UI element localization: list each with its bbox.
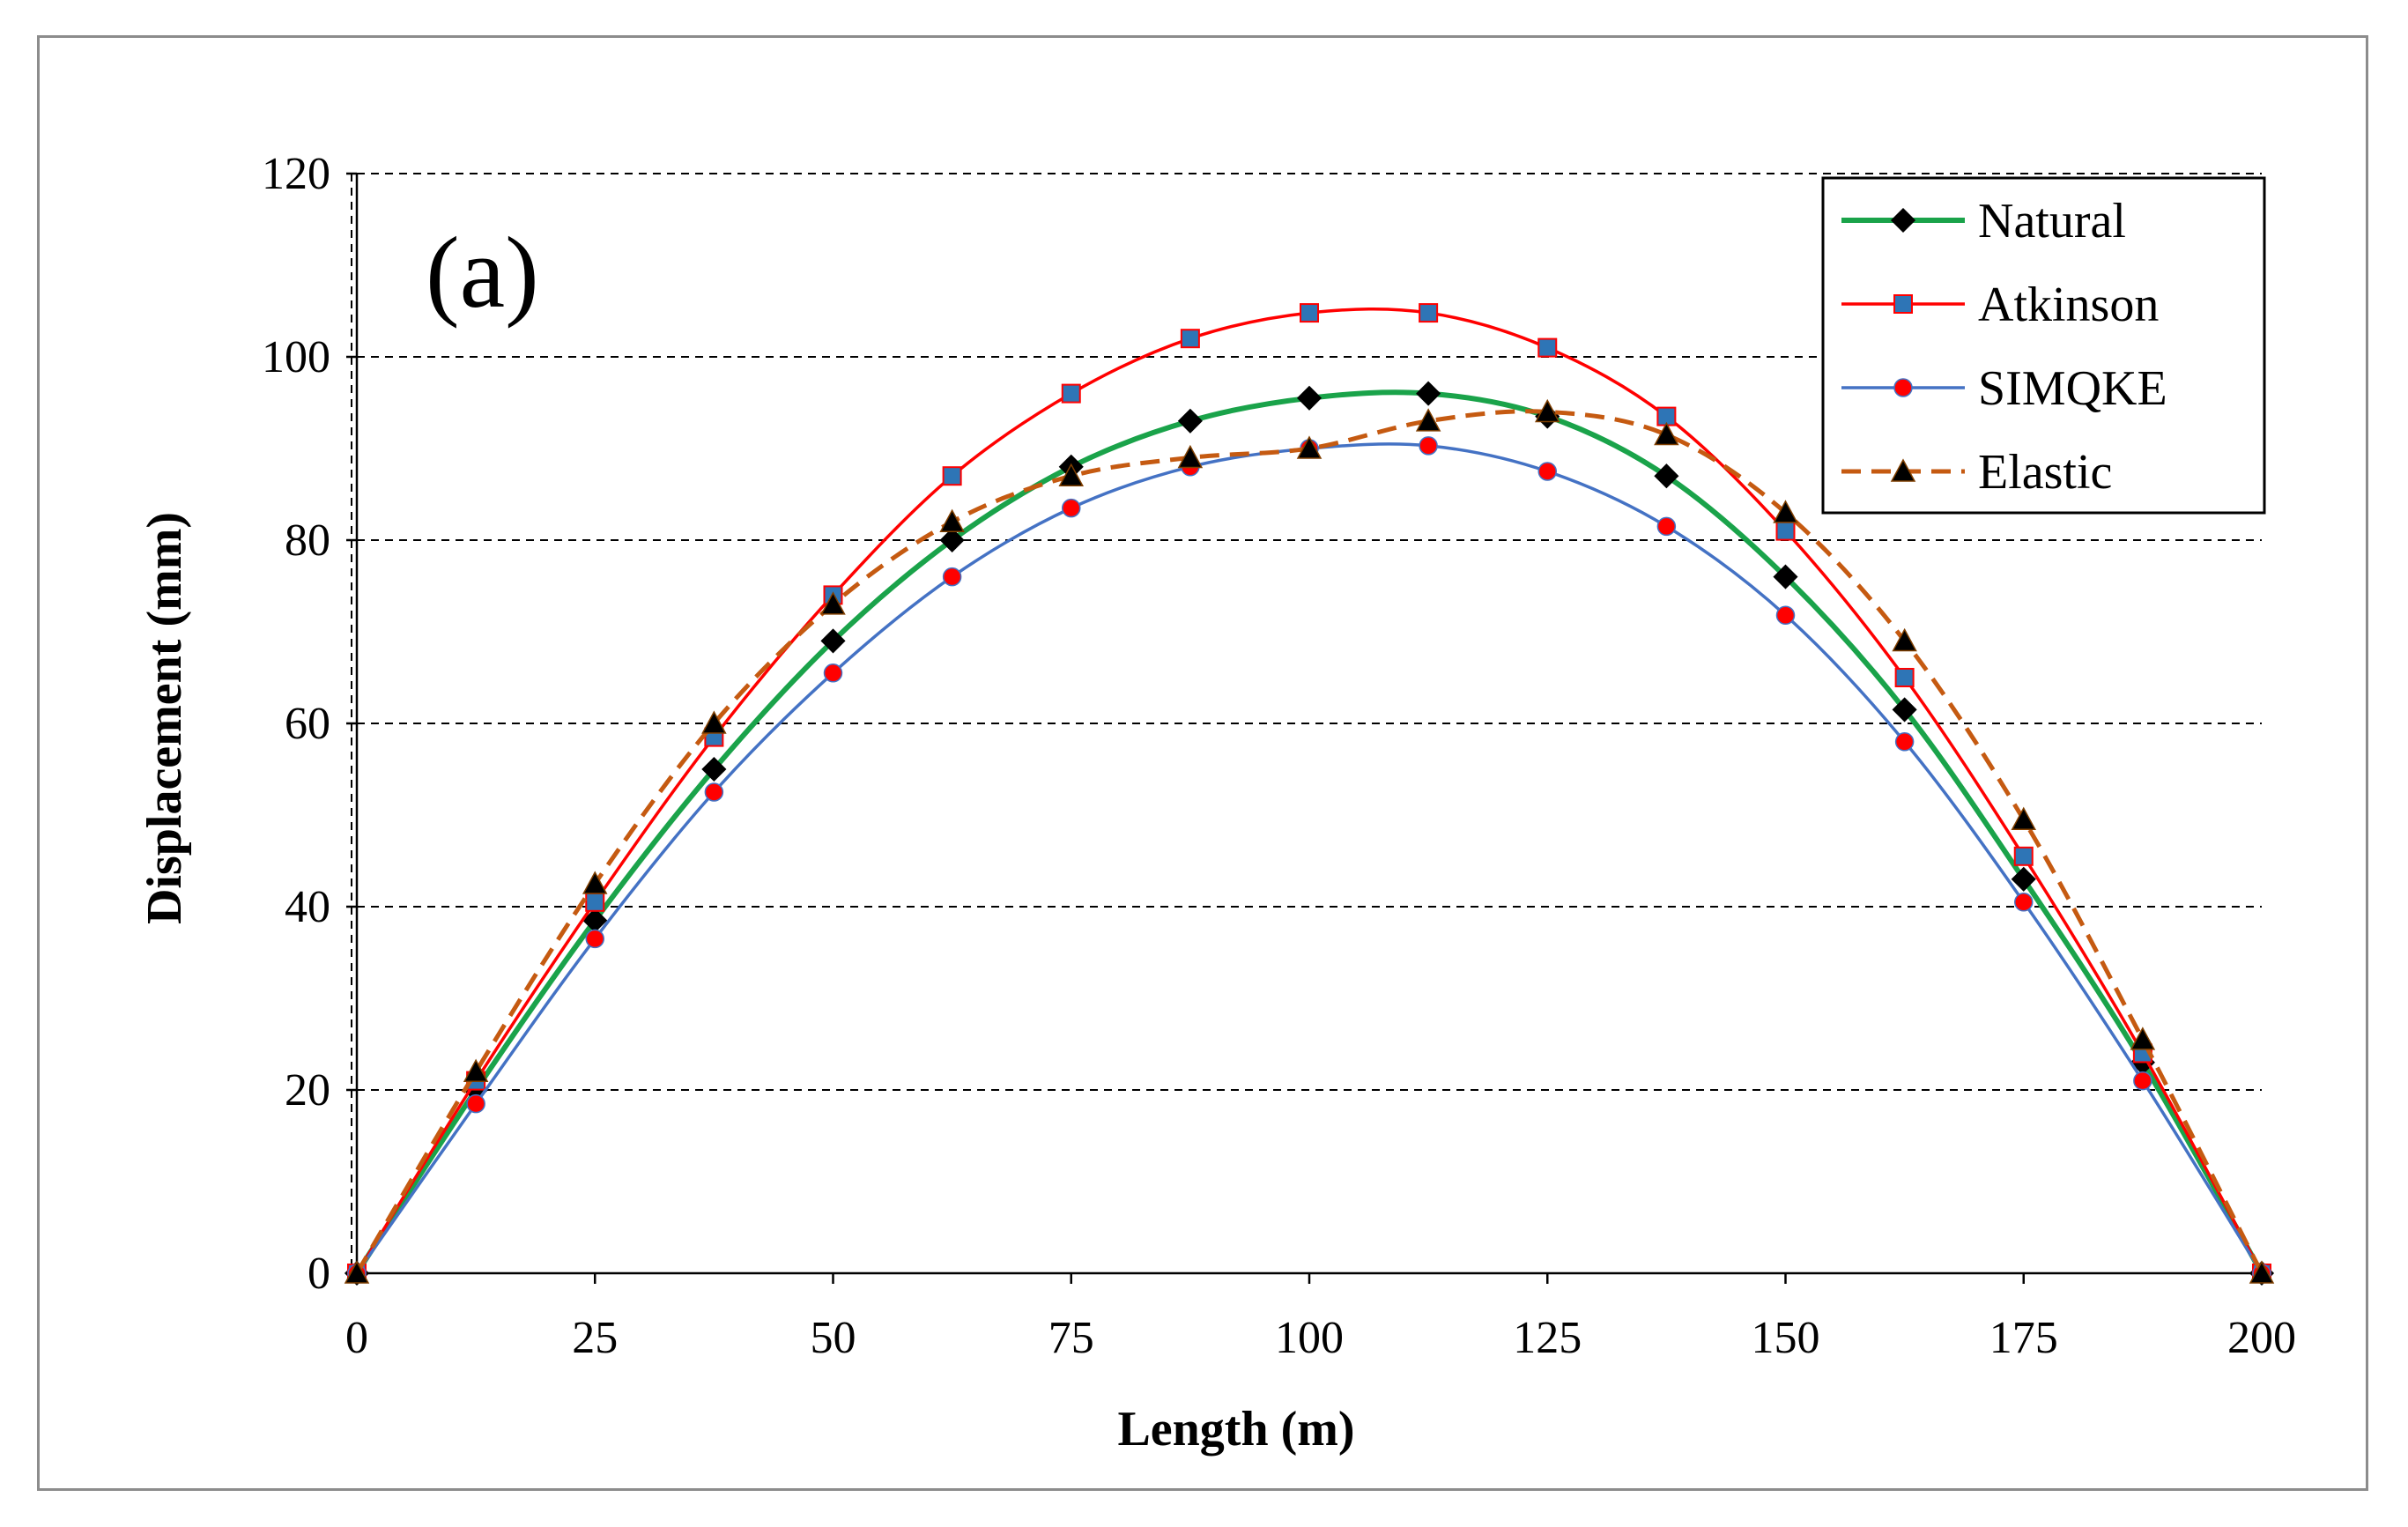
x-tick-label: 125 <box>1513 1313 1582 1363</box>
natural-point <box>1177 408 1203 434</box>
elastic-point <box>344 1260 370 1284</box>
atkinson-point <box>1180 329 1200 349</box>
natural-point <box>701 756 727 782</box>
legend-label: SIMQKE <box>1978 361 2167 416</box>
labels: (a) Length (m) Displacement (mm) <box>137 217 1355 1457</box>
atkinson-point <box>2013 846 2034 866</box>
elastic-point <box>2011 806 2037 830</box>
y-axis-title: Displacement (mm) <box>137 512 192 924</box>
legend-box <box>1821 176 2266 515</box>
atkinson-point <box>1061 383 1081 404</box>
legend-label: Elastic <box>1978 445 2112 500</box>
x-tick-label: 200 <box>2227 1313 2296 1363</box>
natural-point <box>1296 385 1323 411</box>
axes: 0 20 40 60 80 100 120 0 25 50 75 100 125 150 175 200 <box>262 149 2296 1363</box>
y-tick-label: 120 <box>262 149 330 199</box>
y-tick-label: 40 <box>285 882 330 932</box>
simqke-point <box>2133 1071 2152 1091</box>
elastic-point <box>1058 463 1085 486</box>
series-natural <box>344 381 2275 1286</box>
elastic-point <box>1773 500 1798 523</box>
legend-item-simqke: SIMQKE <box>1841 361 2167 416</box>
simqke-point <box>1775 605 1796 626</box>
elastic-point <box>2130 1027 2156 1050</box>
x-tick-label: 25 <box>572 1313 618 1363</box>
simqke-point <box>1537 462 1557 481</box>
x-tick-label: 175 <box>1989 1313 2058 1363</box>
x-tick-label: 150 <box>1752 1313 1820 1363</box>
atkinson-point <box>1537 337 1558 358</box>
legend-item-natural: Natural <box>1841 194 2126 248</box>
simqke-point <box>1656 516 1677 537</box>
y-tick-label: 20 <box>285 1065 330 1116</box>
atkinson-point <box>585 892 605 912</box>
natural-point <box>1416 381 1441 406</box>
elastic-point <box>1654 421 1679 446</box>
legend-marker <box>1890 207 1916 233</box>
natural-point <box>820 628 846 654</box>
y-tick-label: 0 <box>307 1249 330 1299</box>
legend-item-atkinson: Atkinson <box>1841 278 2159 332</box>
natural-point <box>1892 697 1917 723</box>
x-tick-label: 100 <box>1275 1313 1344 1363</box>
legend-marker <box>1893 294 1913 314</box>
legend: Natural Atkinson SIMQKE Elastic <box>1821 176 2266 515</box>
elastic-point <box>463 1058 489 1082</box>
x-tick-label: 50 <box>811 1313 856 1363</box>
natural-point <box>2011 866 2036 892</box>
atkinson-point <box>1419 303 1439 323</box>
legend-item-elastic: Elastic <box>1841 445 2112 500</box>
elastic-point <box>701 710 727 734</box>
elastic-point <box>820 591 846 615</box>
elastic-point <box>1534 398 1560 423</box>
simqke-point <box>466 1093 485 1114</box>
x-tick-label: 0 <box>345 1313 368 1363</box>
legend-label: Natural <box>1978 194 2126 248</box>
simqke-point <box>942 567 962 587</box>
legend-label: Atkinson <box>1978 278 2159 332</box>
atkinson-point <box>1775 521 1796 541</box>
series-layer <box>344 303 2275 1286</box>
simqke-point <box>1419 436 1438 456</box>
panel-label: (a) <box>426 217 539 330</box>
y-tick-label: 60 <box>285 699 330 749</box>
simqke-point <box>585 929 604 949</box>
legend-marker <box>1890 458 1916 482</box>
y-tick-label: 100 <box>262 332 330 382</box>
elastic-point <box>939 508 965 532</box>
elastic-point <box>1892 627 1917 652</box>
series-elastic <box>344 398 2275 1284</box>
x-axis-title: Length (m) <box>1117 1402 1354 1457</box>
elastic-line <box>354 409 2264 1275</box>
atkinson-point <box>1300 303 1319 323</box>
simqke-point <box>704 782 724 802</box>
simqke-point <box>823 663 843 683</box>
natural-point <box>939 527 965 553</box>
elastic-point <box>1296 435 1323 459</box>
elastic-point <box>1415 408 1441 432</box>
legend-marker <box>1893 378 1913 397</box>
natural-point <box>1773 564 1798 589</box>
series-simqke <box>347 436 2271 1283</box>
natural-point <box>1654 463 1679 489</box>
simqke-point <box>1062 498 1081 518</box>
y-tick-label: 80 <box>285 515 330 566</box>
elastic-point <box>2249 1260 2275 1284</box>
atkinson-point <box>942 466 962 486</box>
simqke-point <box>2014 893 2034 912</box>
atkinson-point <box>1894 668 1915 687</box>
x-tick-label: 75 <box>1048 1313 1094 1363</box>
elastic-point <box>1177 444 1204 469</box>
simqke-point <box>1894 732 1915 752</box>
elastic-point <box>582 871 608 894</box>
